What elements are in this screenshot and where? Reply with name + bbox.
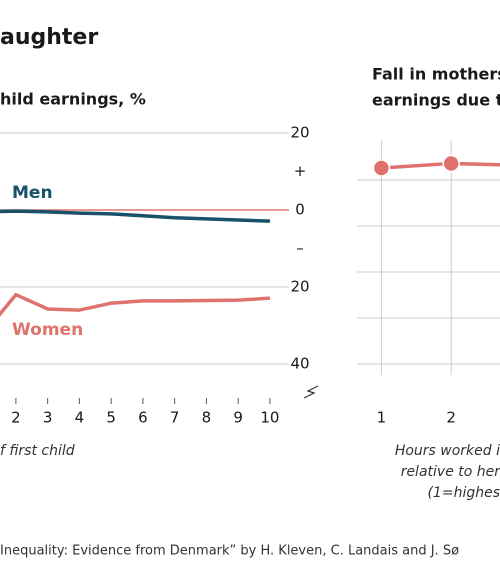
x-axis-label: f first child — [0, 443, 75, 459]
subtitle: hild earnings, % — [0, 90, 146, 109]
right-grid — [357, 179, 500, 365]
title: aughter — [0, 25, 98, 50]
x-tick-label: 4 — [75, 409, 85, 427]
x-tick-label: 3 — [43, 409, 53, 427]
series-line — [381, 161, 500, 170]
series-label: Women — [12, 320, 83, 340]
x-tick-label: 7 — [170, 409, 180, 427]
x-tick-label: 5 — [106, 409, 116, 427]
x-axis-label: (1=highes — [427, 485, 500, 501]
source: Inequality: Evidence from Denmark” by H.… — [0, 544, 459, 559]
x-tick-label: 2 — [446, 409, 456, 427]
plot — [0, 209, 271, 317]
x-tick-label: 10 — [260, 409, 279, 427]
x-tick-label: 8 — [202, 409, 212, 427]
subtitle: earnings due to — [372, 91, 500, 110]
series-line — [0, 292, 271, 317]
marker — [372, 159, 391, 177]
y-tick-label: 20 — [290, 124, 309, 142]
y-tick-label: 0 — [295, 201, 305, 219]
marker — [442, 154, 460, 173]
y-tick-label: – — [296, 239, 304, 257]
x-tick-label: 6 — [138, 409, 148, 427]
subtitle: Fall in mothers’ — [372, 65, 500, 84]
x-tick-label: 1 — [377, 409, 387, 427]
y-tick-label: 20 — [290, 278, 309, 296]
plot — [372, 154, 500, 177]
x-axis-label: relative to her — [401, 464, 500, 480]
axis-break — [303, 385, 319, 399]
x-axis-label: Hours worked i — [395, 443, 500, 459]
series-label: Men — [12, 183, 53, 203]
y-tick-label: + — [294, 162, 307, 180]
x-tick-label: 2 — [11, 409, 21, 427]
series-line — [0, 209, 271, 223]
x-tick-label: 9 — [233, 409, 243, 427]
y-tick-label: 40 — [290, 355, 309, 373]
